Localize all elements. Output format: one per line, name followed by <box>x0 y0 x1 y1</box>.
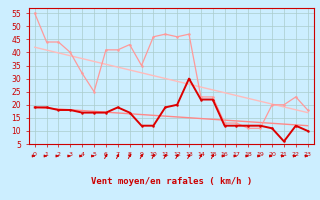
Text: Vent moyen/en rafales ( km/h ): Vent moyen/en rafales ( km/h ) <box>91 178 252 186</box>
